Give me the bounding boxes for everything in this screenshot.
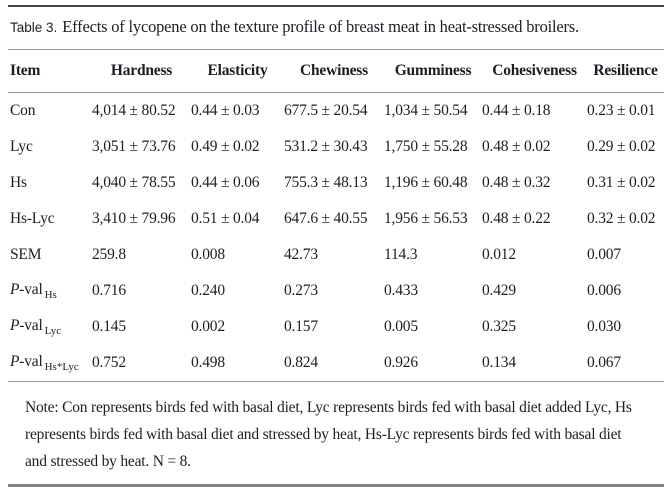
cell-value: 0.48 ± 0.32 (482, 174, 551, 191)
cell-value: 4,040 ± 78.55 (92, 174, 176, 191)
cell-value: 0.716 (92, 282, 126, 299)
table-caption-text: Effects of lycopene on the texture profi… (62, 17, 579, 36)
row-label-italic: P (10, 316, 20, 334)
cell-value: 647.6 ± 40.55 (284, 210, 368, 227)
row-label: Con (8, 93, 92, 130)
row-label-text: -val (19, 280, 43, 298)
cell-value: 3,410 ± 79.96 (92, 210, 176, 227)
column-header-hardness: Hardness (92, 49, 191, 93)
cell-value: 0.273 (284, 282, 318, 299)
cell-value: 0.44 ± 0.06 (191, 174, 260, 191)
cell-value: 0.240 (191, 282, 225, 299)
cell-value: 0.134 (482, 354, 516, 371)
row-label-text: -val (19, 352, 43, 370)
cell-value: 0.008 (191, 246, 225, 263)
cell-value: 0.31 ± 0.02 (587, 174, 656, 191)
row-label-subscript: Hs (44, 289, 57, 302)
cell-value: 0.005 (384, 318, 418, 335)
cell-value: 0.012 (482, 246, 516, 263)
texture-profile-table: Item Hardness Elasticity Chewiness Gumminess… (8, 49, 664, 382)
row-label-subscript: Lyc (44, 325, 62, 338)
cell-value: 42.73 (284, 246, 318, 263)
row-label: P-val Hs (8, 273, 92, 309)
cell-value: 1,196 ± 60.48 (384, 174, 468, 191)
column-header-item: Item (8, 49, 92, 93)
row-label-text: Lyc (10, 138, 33, 155)
cell-value: 0.44 ± 0.03 (191, 102, 260, 119)
table-row: Con 4,014 ± 80.52 0.44 ± 0.03 677.5 ± 20.54… (8, 93, 664, 130)
table-caption: Table 3. Effects of lycopene on the textu… (8, 7, 664, 49)
cell-value: 0.48 ± 0.22 (482, 210, 551, 227)
cell-value: 1,034 ± 50.54 (384, 102, 468, 119)
row-label-subscript: Hs*Lyc (44, 361, 79, 374)
cell-value: 3,051 ± 73.76 (92, 138, 176, 155)
table-row: P-val Hs 0.716 0.240 0.273 0.433 0.429 0.006 (8, 273, 664, 309)
cell-value: 677.5 ± 20.54 (284, 102, 368, 119)
table-row: SEM 259.8 0.008 42.73 114.3 0.012 0.007 (8, 237, 664, 273)
cell-value: 114.3 (384, 246, 418, 263)
cell-value: 0.007 (587, 246, 621, 263)
row-label-text: -val (19, 316, 43, 334)
cell-value: 0.23 ± 0.01 (587, 102, 656, 119)
top-heavy-rule (8, 5, 664, 7)
cell-value: 0.51 ± 0.04 (191, 210, 260, 227)
column-header-elasticity: Elasticity (191, 49, 284, 93)
table-header-row: Item Hardness Elasticity Chewiness Gumminess… (8, 49, 664, 93)
row-label-text: Con (10, 102, 36, 119)
row-label-italic: P (10, 352, 20, 370)
cell-value: 0.002 (191, 318, 225, 335)
cell-value: 0.49 ± 0.02 (191, 138, 260, 155)
cell-value: 0.32 ± 0.02 (587, 210, 656, 227)
cell-value: 0.145 (92, 318, 126, 335)
row-label: Hs-Lyc (8, 201, 92, 237)
cell-value: 0.429 (482, 282, 516, 299)
row-label: SEM (8, 237, 92, 273)
row-label-text: Hs (10, 174, 27, 191)
table-row: Hs 4,040 ± 78.55 0.44 ± 0.06 755.3 ± 48.13 1… (8, 165, 664, 201)
cell-value: 0.824 (284, 354, 318, 371)
cell-value: 0.48 ± 0.02 (482, 138, 551, 155)
cell-value: 0.157 (284, 318, 318, 335)
cell-value: 0.926 (384, 354, 418, 371)
row-label: P-val Hs*Lyc (8, 345, 92, 382)
table-caption-label: Table 3. (10, 20, 58, 35)
cell-value: 0.067 (587, 354, 621, 371)
table-row: P-val Lyc 0.145 0.002 0.157 0.005 0.325 0.030 (8, 309, 664, 345)
column-header-resilience: Resilience (587, 49, 664, 93)
column-header-chewiness: Chewiness (284, 49, 384, 93)
cell-value: 0.29 ± 0.02 (587, 138, 656, 155)
table-note: Note: Con represents birds fed with basa… (25, 399, 632, 470)
table-row: Lyc 3,051 ± 73.76 0.49 ± 0.02 531.2 ± 30.43… (8, 129, 664, 165)
cell-value: 0.030 (587, 318, 621, 335)
cell-value: 1,956 ± 56.53 (384, 210, 468, 227)
cell-value: 4,014 ± 80.52 (92, 102, 176, 119)
column-header-gumminess: Gumminess (384, 49, 482, 93)
cell-value: 0.44 ± 0.18 (482, 102, 551, 119)
cell-value: 1,750 ± 55.28 (384, 138, 468, 155)
cell-value: 0.325 (482, 318, 516, 335)
row-label-text: SEM (10, 246, 42, 263)
table-row: Hs-Lyc 3,410 ± 79.96 0.51 ± 0.04 647.6 ± 40… (8, 201, 664, 237)
cell-value: 755.3 ± 48.13 (284, 174, 368, 191)
bottom-heavy-rule (8, 484, 664, 487)
cell-value: 0.498 (191, 354, 225, 371)
column-header-cohesiveness: Cohesiveness (482, 49, 587, 93)
cell-value: 531.2 ± 30.43 (284, 138, 368, 155)
row-label: Hs (8, 165, 92, 201)
cell-value: 0.752 (92, 354, 126, 371)
row-label: Lyc (8, 129, 92, 165)
row-label-italic: P (10, 280, 20, 298)
row-label-text: Hs-Lyc (10, 210, 55, 227)
cell-value: 0.006 (587, 282, 621, 299)
table-row: P-val Hs*Lyc 0.752 0.498 0.824 0.926 0.134 0.06… (8, 345, 664, 382)
cell-value: 0.433 (384, 282, 418, 299)
cell-value: 259.8 (92, 246, 126, 263)
row-label: P-val Lyc (8, 309, 92, 345)
